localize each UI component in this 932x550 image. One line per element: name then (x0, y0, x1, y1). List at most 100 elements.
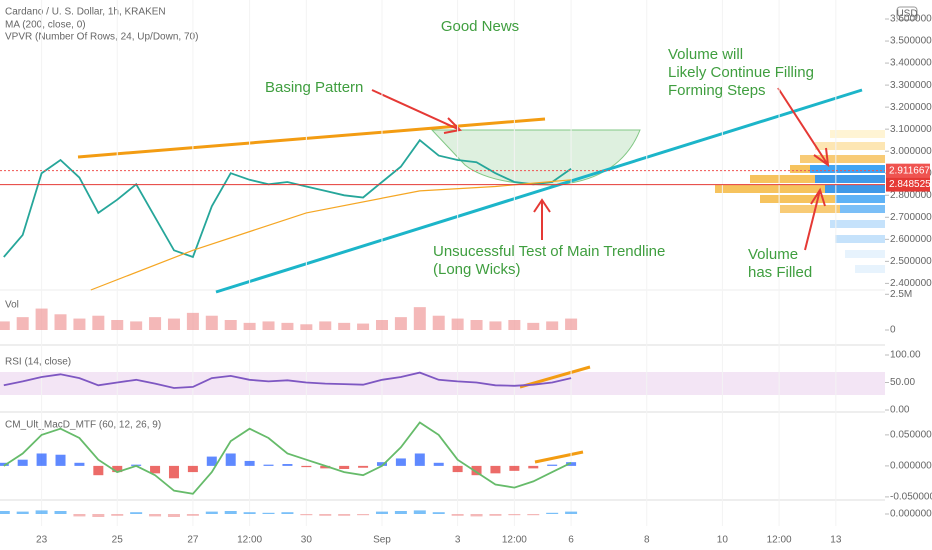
x-tick-label: 3 (455, 535, 461, 546)
price-tag-label: 2.911667 (889, 165, 930, 176)
price-tag-label: 2.848525 (889, 179, 931, 190)
bar (54, 314, 67, 330)
bar (149, 514, 162, 517)
bar (205, 511, 218, 514)
annotation: Basing Pattern (265, 79, 363, 96)
pane-title: Vol (5, 300, 19, 311)
x-tick-label: 8 (644, 535, 650, 546)
y-tick-label: 0.00 (890, 405, 910, 416)
x-tick-label: Sep (373, 535, 391, 546)
histogram-bar (187, 465, 198, 473)
histogram-bar (358, 465, 369, 468)
histogram-bar (320, 465, 331, 469)
bar (243, 512, 256, 514)
bar (413, 307, 426, 330)
x-tick-label: 23 (36, 535, 48, 546)
bar (394, 511, 407, 514)
y-tick-label: 2.400000 (890, 278, 932, 289)
histogram-bar (395, 458, 406, 466)
bar (470, 320, 483, 330)
bar (565, 511, 578, 514)
y-tick-label: 3.400000 (890, 58, 932, 69)
bar (357, 323, 370, 330)
pane-title: CM_Ult_MacD_MTF (60, 12, 26, 9) (5, 420, 161, 431)
bar (54, 511, 67, 514)
bar (451, 318, 464, 330)
bar (470, 514, 483, 517)
histogram-bar (547, 464, 558, 466)
y-tick-label: 3.000000 (890, 146, 932, 157)
annotation: (Long Wicks) (433, 261, 521, 278)
bar (149, 317, 162, 330)
bar (205, 315, 218, 330)
macd-trendline (534, 450, 584, 464)
x-tick-label: 6 (568, 535, 574, 546)
bar (262, 512, 275, 514)
bar (281, 512, 294, 514)
histogram-bar (490, 465, 501, 474)
bar (432, 512, 445, 514)
histogram-bar (566, 462, 577, 466)
currency-box (896, 6, 918, 21)
subtitle: MA (200, close, 0) (5, 20, 86, 31)
y-tick-label: 2.700000 (890, 212, 932, 223)
currency: USD (896, 9, 917, 20)
x-tick-label: 12:00 (767, 535, 792, 546)
series-line (3, 421, 572, 495)
histogram-bar (471, 465, 482, 476)
bar (489, 514, 502, 516)
histogram-bar (414, 453, 425, 466)
bar (186, 312, 199, 330)
bar (224, 511, 237, 514)
y-tick-label: 0.050000 (890, 430, 932, 441)
bar (508, 514, 521, 516)
bar (565, 318, 578, 330)
bar (0, 321, 10, 330)
annotation: Volume will (668, 46, 743, 63)
x-tick-label: 27 (187, 535, 199, 546)
bar (224, 320, 237, 330)
bar (394, 317, 407, 330)
histogram-bar (263, 464, 274, 466)
annotation: Good News (441, 18, 519, 35)
rsi-trendline (519, 365, 591, 389)
histogram-bar (168, 465, 179, 479)
y-tick-label: 100.00 (890, 350, 921, 361)
bar (546, 321, 559, 330)
y-tick-label: -0.050000 (890, 492, 932, 503)
histogram-bar (93, 465, 104, 476)
bar (35, 308, 48, 330)
histogram-bar (112, 465, 123, 473)
histogram-bar (452, 465, 463, 473)
bar (262, 321, 275, 330)
bar (0, 511, 10, 514)
bar (130, 321, 143, 330)
histogram-bar (282, 464, 293, 466)
bar (111, 320, 124, 330)
subtitle: VPVR (Number Of Rows, 24, Up/Down, 70) (5, 32, 198, 43)
histogram-bar (74, 462, 85, 466)
bar (16, 317, 29, 330)
bar (546, 512, 559, 514)
bar (338, 514, 351, 516)
histogram-bar (150, 465, 161, 474)
x-tick-label: 12:00 (237, 535, 262, 546)
bar (243, 322, 256, 330)
y-tick-label: 0.000000 (890, 509, 932, 520)
price-tag (886, 163, 930, 178)
bar (489, 321, 502, 330)
histogram-bar (55, 454, 66, 466)
bar (432, 315, 445, 330)
y-tick-label: 3.500000 (890, 36, 932, 47)
bar (375, 511, 388, 514)
series-line (3, 371, 572, 389)
main-trendline (215, 88, 863, 294)
histogram-bar (509, 465, 520, 471)
histogram-bar (0, 462, 9, 466)
annotation: has Filled (748, 264, 812, 281)
bar (16, 511, 29, 514)
bar (130, 512, 143, 514)
histogram-bar (433, 462, 444, 466)
